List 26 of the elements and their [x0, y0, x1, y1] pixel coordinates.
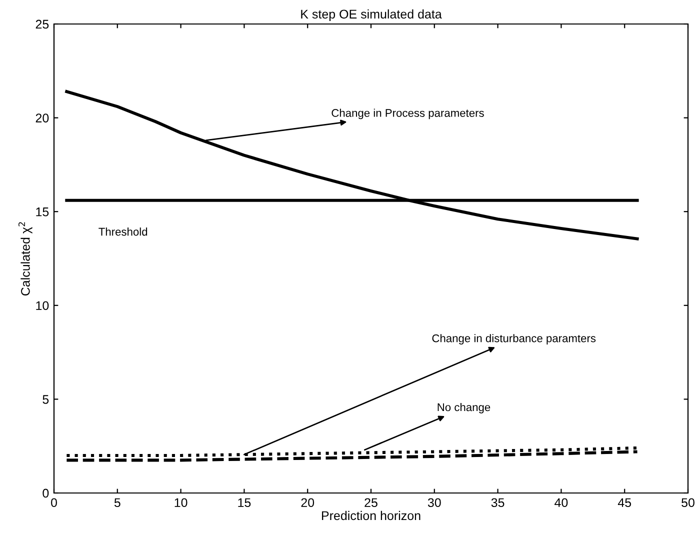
y-tick-label: 15 [36, 208, 49, 216]
y-tick-label: 25 [36, 20, 49, 29]
y-axis-title: Calculated χ$^{2}$ [18, 222, 32, 296]
x-axis-title: Prediction horizon [322, 510, 420, 520]
chart-title: K step OE simulated data [301, 9, 442, 22]
x-tick-label: 5 [114, 498, 120, 508]
x-tick-label: 10 [174, 498, 188, 508]
x-tick-label: 15 [238, 498, 251, 508]
y-tick-label: 10 [36, 301, 49, 310]
annotation: Change in disturbance paramters [432, 334, 596, 344]
y-tick-label: 20 [36, 114, 49, 122]
x-tick-label: 25 [364, 498, 378, 508]
annotation: Threshold [98, 228, 148, 236]
y-tick-label: 5 [42, 395, 49, 404]
x-tick-label: 50 [682, 498, 694, 508]
x-tick-label: 0 [51, 498, 57, 508]
x-tick-label: 40 [554, 498, 568, 508]
line-series [65, 90, 639, 240]
annotation: Change in Process parameters [332, 108, 484, 120]
annotation: No change [438, 403, 490, 414]
line-series [65, 450, 639, 462]
x-tick-label: 30 [428, 498, 441, 508]
x-tick-label: 20 [301, 498, 314, 508]
x-tick-label: 45 [618, 498, 632, 508]
x-tick-label: 35 [491, 498, 504, 508]
y-tick-label: 0 [42, 488, 49, 498]
